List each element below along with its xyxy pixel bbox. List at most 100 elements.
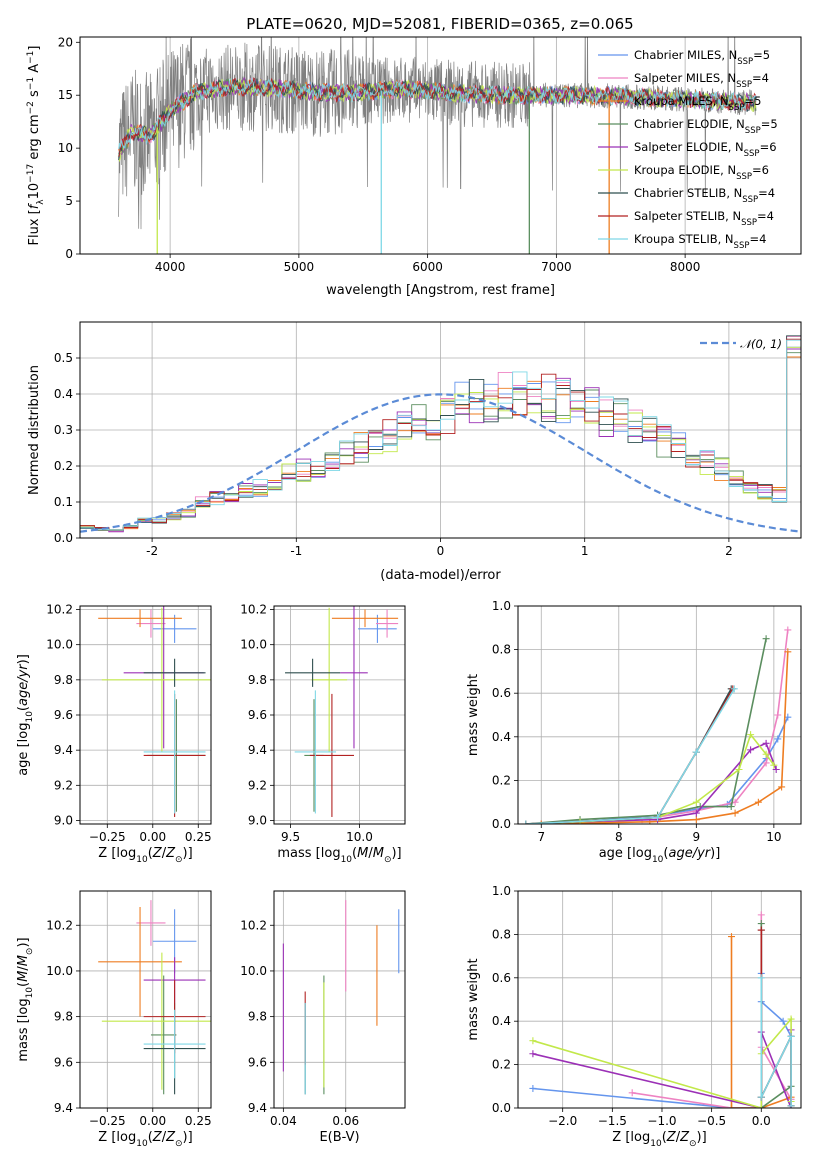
weight-series-line	[760, 977, 792, 1106]
y-tick-label: 9.4	[248, 743, 267, 757]
x-tick-label: −1.5	[598, 1114, 627, 1128]
weight-marker	[757, 911, 765, 919]
weight-marker	[529, 1037, 537, 1045]
weight-marker	[727, 803, 735, 811]
legend-entry: Salpeter STELIB, NSSP=4	[634, 209, 774, 228]
age_vs_mass-points	[285, 606, 399, 817]
legend-text: Kroupa STELIB, N	[634, 232, 734, 246]
label-part: log	[630, 1130, 650, 1145]
y-tick-label: 0.4	[54, 387, 73, 401]
y-tick-label: 10.0	[240, 964, 267, 978]
legend-tail: =5	[753, 48, 770, 62]
label-part: )]	[183, 846, 193, 861]
label-part: −1	[26, 51, 36, 64]
legend-sub: SSP	[741, 218, 757, 228]
weight-marker	[784, 626, 792, 634]
figure-title: PLATE=0620, MJD=52081, FIBERID=0365, z=0…	[246, 15, 633, 33]
x-tick-label: 8000	[670, 260, 701, 274]
error-point	[294, 690, 337, 814]
weight-marker	[522, 820, 530, 824]
y-tick-label: 0.3	[54, 423, 73, 437]
label-part: 10	[652, 855, 664, 865]
x-tick-label: −0.5	[697, 1114, 726, 1128]
label-part: log	[116, 1130, 136, 1145]
y-tick-label: 0	[65, 247, 73, 261]
label-part: /	[162, 1130, 167, 1145]
mass-vs-Z-ylabel: mass [log10(M/M⊙)]	[16, 937, 35, 1061]
label-part: ⊙	[175, 855, 183, 865]
error-point	[285, 658, 341, 687]
label-part: ⊙	[689, 1139, 697, 1149]
mass_vs_Z-axes: −0.25 0.00 0.25 9.4 9.6 9.8 10.0 10.2	[46, 891, 212, 1128]
weight-marker	[730, 685, 738, 693]
x-tick-label: −0.25	[89, 830, 126, 844]
weight-marker	[735, 766, 743, 773]
legend-sub: SSP	[744, 149, 760, 159]
weight_vs_Z-frame	[517, 890, 802, 1109]
age_vs_Z-axes: −0.25 0.00 0.25 9.0 9.2 9.4 9.6 9.8 10.0 10.2	[46, 603, 211, 844]
label-part: (	[662, 1130, 667, 1145]
label-part: (	[148, 846, 153, 861]
error-point	[143, 690, 206, 814]
x-tick-label: 1	[581, 544, 589, 558]
weight-series-line	[525, 638, 767, 824]
label-part: log	[116, 846, 136, 861]
weight-marker	[692, 809, 700, 817]
legend-sub: SSP	[736, 172, 752, 182]
hist-legend-label: 𝒩(0, 1)	[740, 337, 782, 351]
error-point	[98, 906, 182, 1017]
x-tick-label: 0.25	[185, 830, 212, 844]
legend-sub: SSP	[736, 80, 752, 90]
x-tick-label: 5000	[284, 260, 315, 274]
y-tick-label: 0.6	[492, 971, 511, 985]
error-point	[101, 607, 211, 752]
error-point	[136, 900, 166, 946]
y-tick-label: 9.0	[248, 813, 267, 827]
label-part: ]	[27, 46, 42, 51]
ebv-xlabel: E(B-V)	[319, 1130, 359, 1145]
weight-marker	[537, 820, 545, 824]
error-point	[311, 607, 348, 752]
age-vs-mass-xlabel: mass [log10(M/M⊙)]	[277, 846, 401, 865]
label-part: )]	[697, 1130, 707, 1145]
label-part: /	[162, 846, 167, 861]
legend-tail: =6	[760, 140, 777, 154]
hist-xlabel: (data-model)/error	[380, 568, 501, 583]
label-part: /	[368, 846, 373, 861]
age-vs-Z-xlabel: Z [log10(Z/Z⊙)]	[98, 846, 192, 865]
x-tick-label: 0	[437, 544, 445, 558]
label-part: λ	[36, 199, 46, 205]
x-tick-label: 0.00	[139, 830, 166, 844]
weight-marker	[692, 748, 700, 756]
weight-marker	[779, 1017, 787, 1025]
mass_vs_EBV-axes: 0.04 0.06 9.4 9.6 9.8 10.0 10.2	[240, 891, 405, 1128]
y-tick-label: 1.0	[492, 884, 511, 898]
weight-marker	[757, 974, 765, 982]
x-tick-label: 8	[615, 830, 623, 844]
y-tick-label: 9.6	[54, 1055, 73, 1069]
hist-series	[80, 340, 801, 538]
y-tick-label: 0.8	[492, 927, 511, 941]
weight-marker	[727, 1104, 735, 1108]
error-point	[152, 614, 197, 643]
legend-entry: Salpeter MILES, NSSP=4	[634, 71, 769, 90]
x-tick-label: 9	[693, 830, 701, 844]
error-point	[101, 952, 211, 1090]
legend-entry: Kroupa ELODIE, NSSP=6	[634, 163, 769, 182]
weight-series-line	[525, 688, 735, 824]
weight-marker	[772, 766, 780, 773]
label-part: ⊙	[175, 1139, 183, 1149]
hist-lines	[80, 334, 801, 538]
label-part: age/yr	[668, 846, 711, 861]
y-tick-label: 9.4	[54, 1101, 73, 1115]
label-part: −1	[26, 77, 36, 90]
weight-marker	[787, 1032, 795, 1040]
legend-tail: =6	[752, 163, 769, 177]
x-tick-label: 2	[725, 544, 733, 558]
label-part: )]	[16, 937, 31, 947]
x-tick-label: 4000	[155, 260, 186, 274]
y-tick-label: 0.0	[54, 531, 73, 545]
legend-text: Kroupa MILES, N	[634, 94, 729, 108]
weight-marker	[757, 1093, 765, 1101]
error-point	[358, 614, 397, 643]
